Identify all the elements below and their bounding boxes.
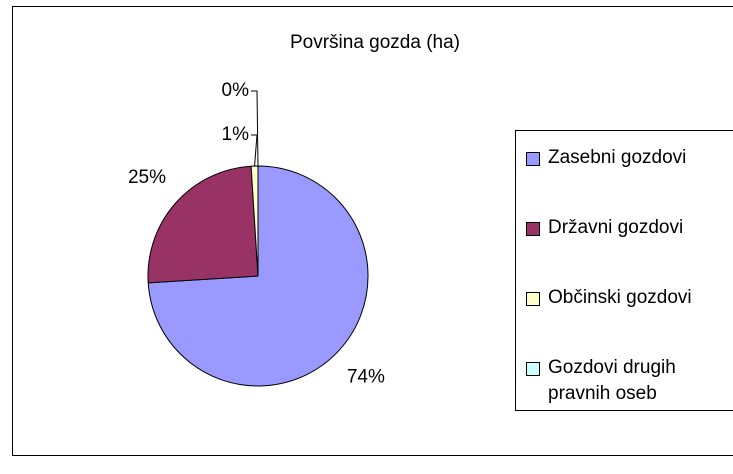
legend-swatch [526, 362, 540, 376]
legend-item: Državni gozdovi [526, 215, 733, 241]
legend-item: Zasebni gozdovi [526, 145, 733, 171]
data-label: 74% [347, 366, 385, 387]
legend-item: Gozdovi drugih pravnih oseb [526, 355, 698, 407]
legend-label: Državni gozdovi [548, 217, 684, 238]
data-label: 25% [128, 167, 166, 188]
legend: Zasebni gozdovi Državni gozdovi Občinski g… [515, 130, 733, 411]
chart-border [12, 6, 733, 456]
legend-swatch [526, 292, 540, 306]
data-label: 0% [222, 80, 250, 101]
legend-swatch [526, 222, 540, 236]
leader-line [251, 90, 259, 167]
chart-title: Površina gozda (ha) [290, 32, 460, 53]
pie-slice [147, 165, 259, 284]
legend-label: Občinski gozdovi [548, 287, 692, 308]
leader-line [251, 134, 258, 167]
legend-label: Zasebni gozdovi [548, 147, 687, 168]
legend-item: Občinski gozdovi [526, 285, 733, 311]
legend-swatch [526, 152, 540, 166]
legend-label: Gozdovi drugih pravnih oseb [548, 357, 676, 404]
data-label: 1% [222, 124, 250, 145]
